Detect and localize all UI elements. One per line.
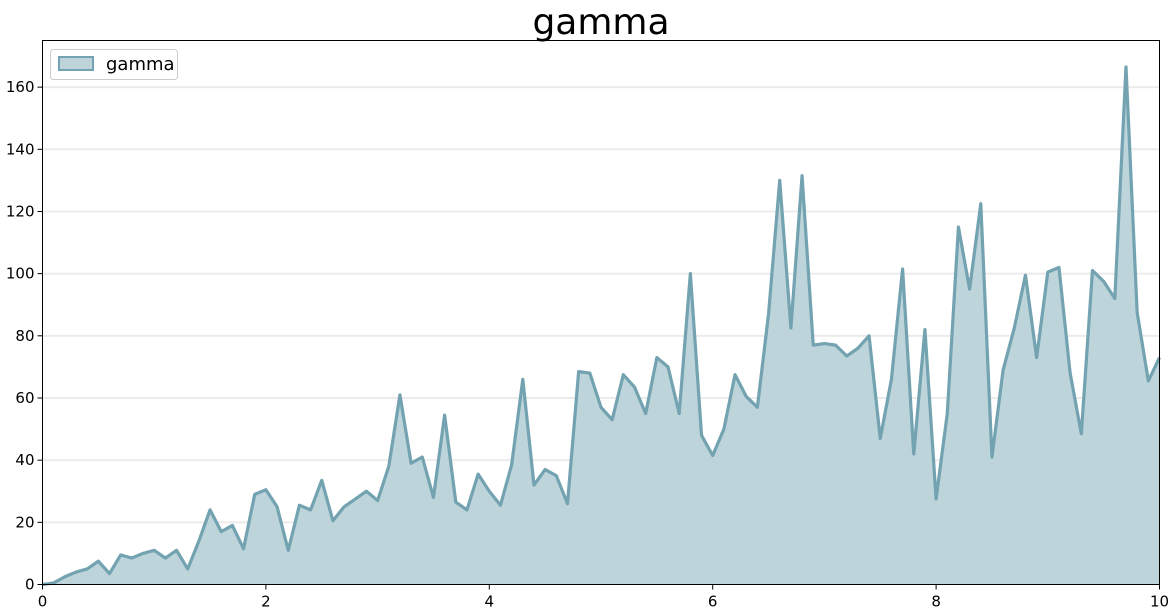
y-axis: 0 20 40 60 80 100 120 140 160 xyxy=(6,78,43,594)
legend: gamma xyxy=(50,49,178,80)
y-tick-label: 20 xyxy=(15,513,34,531)
series-layer xyxy=(42,65,1161,587)
x-tick-label: 0 xyxy=(38,593,48,611)
x-tick-label: 6 xyxy=(708,593,718,611)
series-line-gamma xyxy=(42,65,1161,587)
y-tick-label: 80 xyxy=(15,327,34,345)
y-tick-label: 140 xyxy=(6,140,35,158)
x-axis: 0 2 4 6 8 10 xyxy=(38,584,1169,611)
plot-frame xyxy=(42,40,1160,585)
y-tick-label: 160 xyxy=(6,78,35,96)
chart-title: gamma xyxy=(532,2,669,43)
y-tick-label: 60 xyxy=(15,389,34,407)
y-tick-label: 100 xyxy=(6,265,35,283)
legend-swatch-gamma xyxy=(58,56,94,71)
y-tick-label: 0 xyxy=(25,576,35,594)
x-tick-label: 4 xyxy=(485,593,495,611)
legend-label-gamma: gamma xyxy=(106,54,175,75)
x-tick-label: 10 xyxy=(1150,593,1169,611)
grid-lines xyxy=(42,86,1160,524)
x-tick-label: 8 xyxy=(931,593,941,611)
y-tick-label: 120 xyxy=(6,202,35,220)
area-fill-gamma xyxy=(42,66,1160,585)
y-tick-label: 40 xyxy=(15,451,34,469)
x-tick-label: 2 xyxy=(261,593,271,611)
